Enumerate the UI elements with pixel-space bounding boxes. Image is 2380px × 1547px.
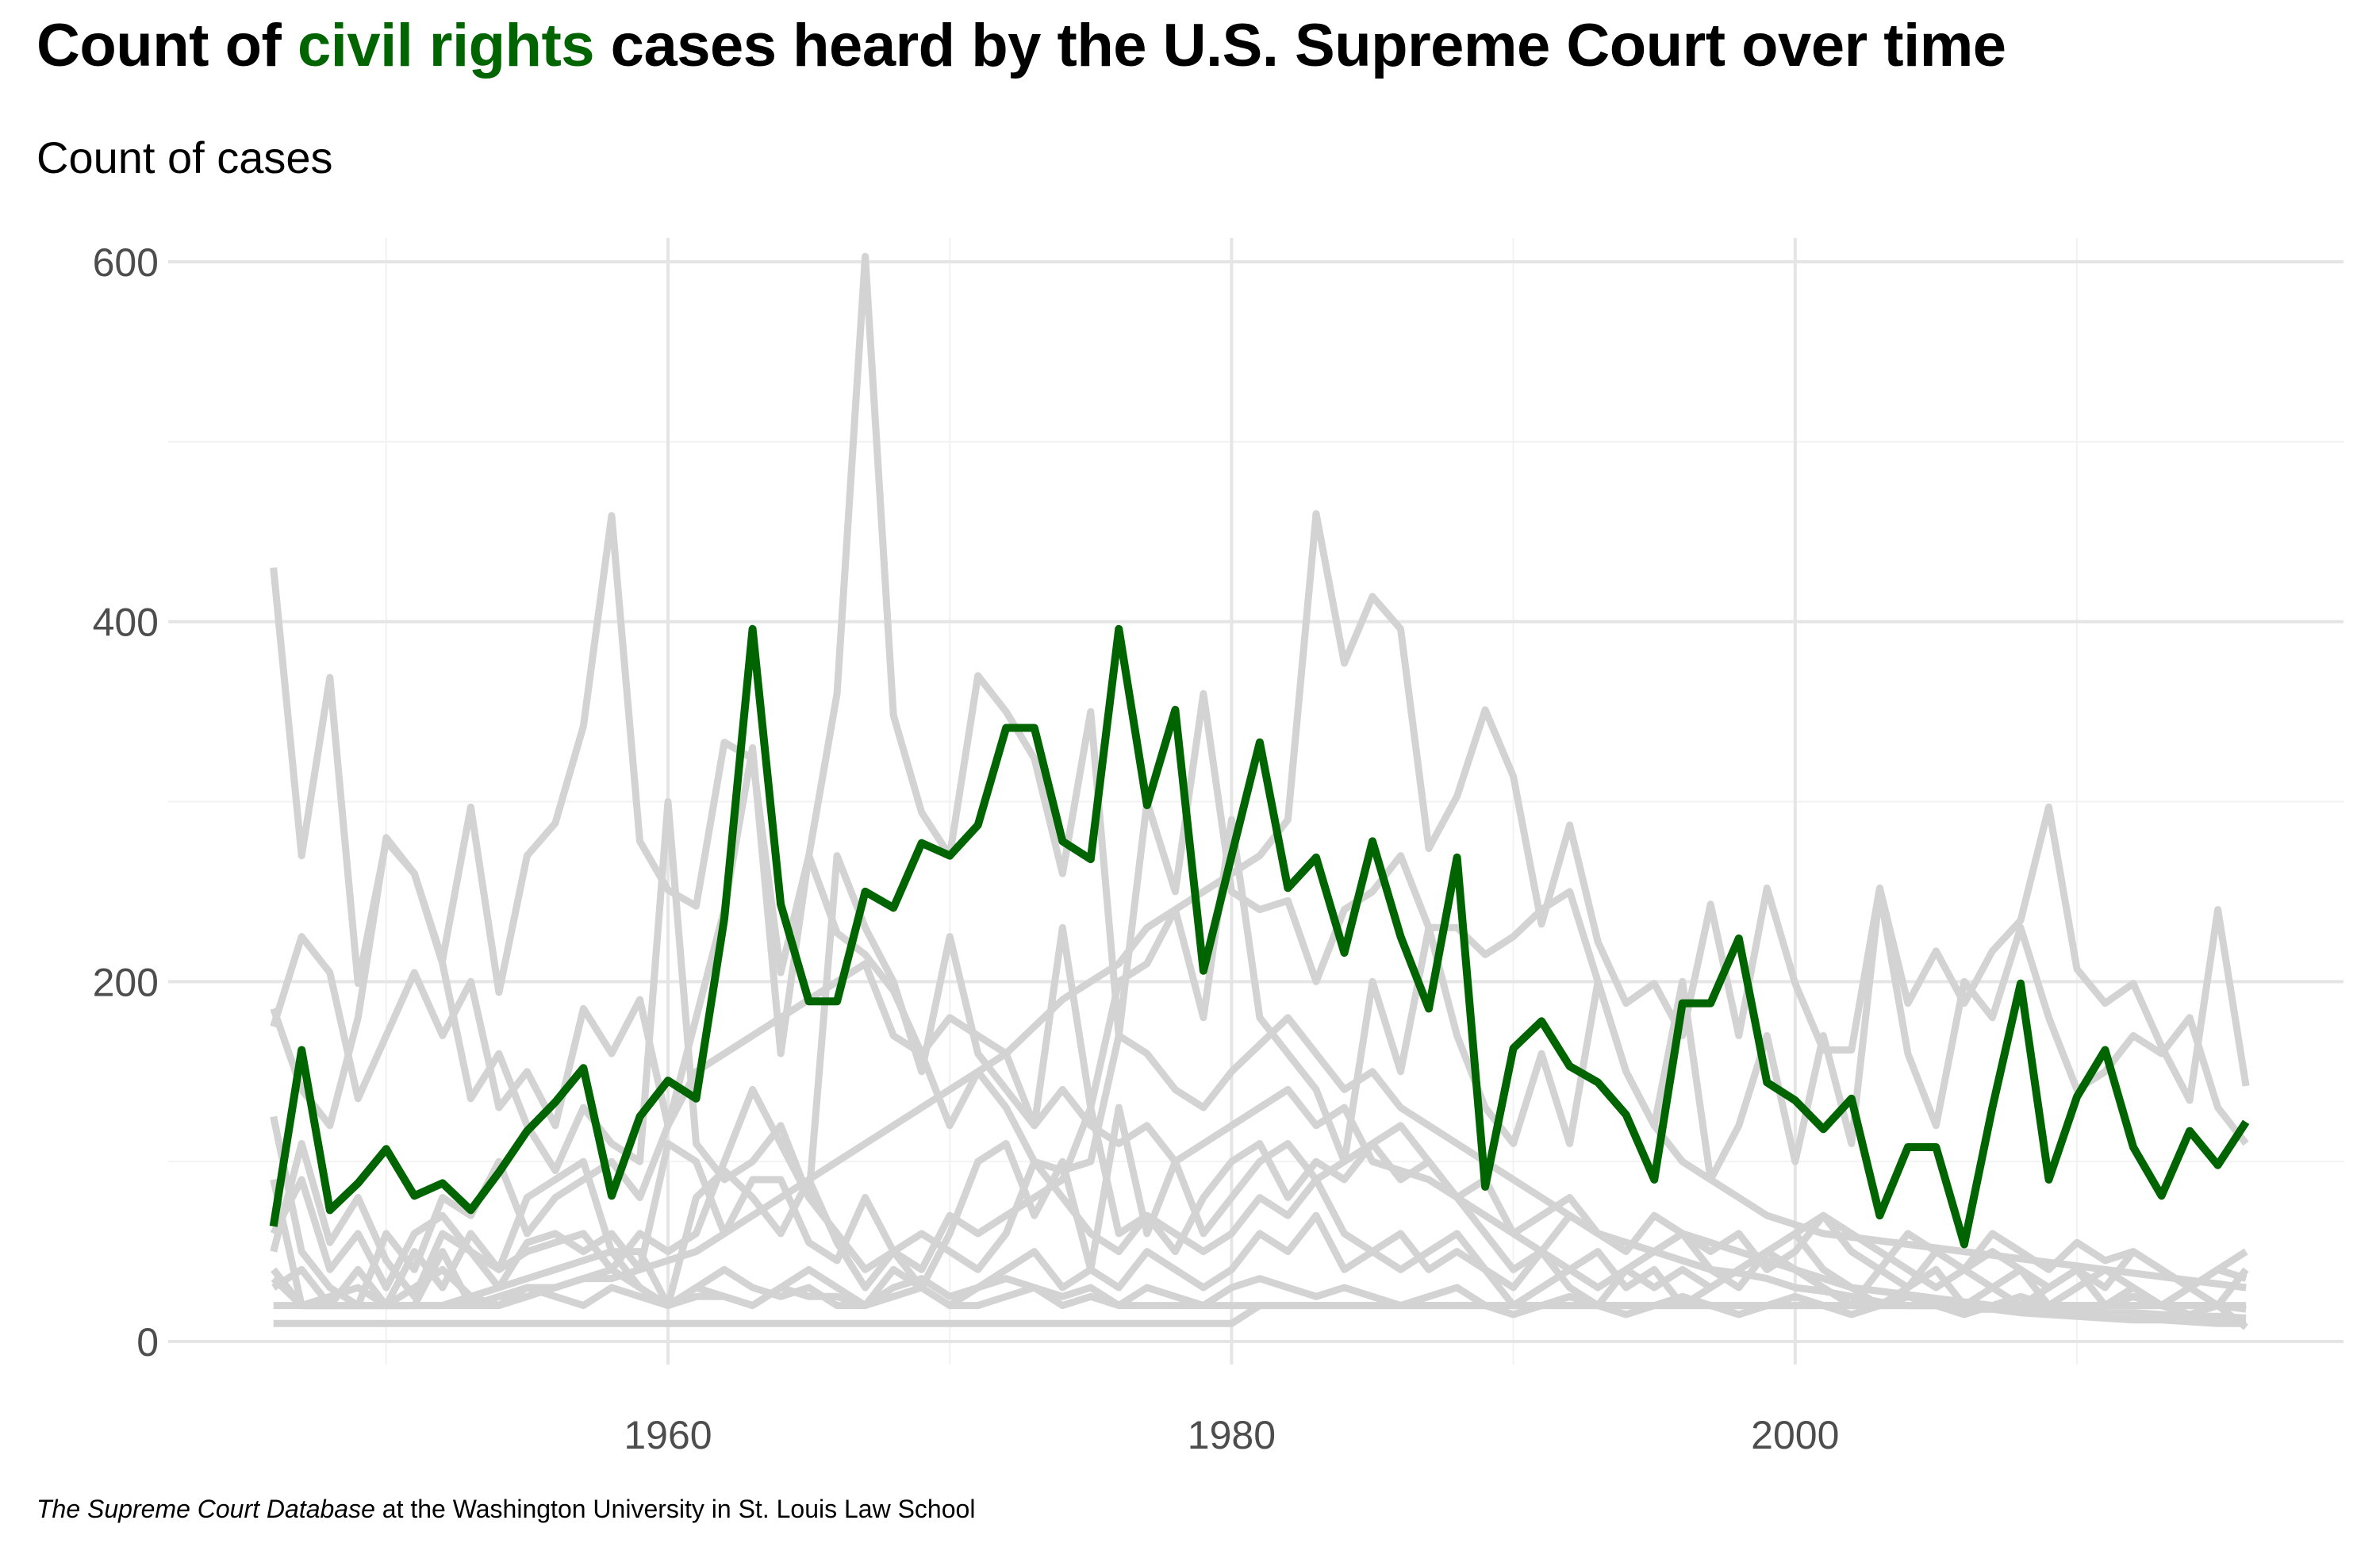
series-line-other [271, 1265, 2247, 1319]
tick-labels: 1960 1980 2000 0 200 400 600 [93, 240, 1840, 1457]
y-tick-label: 200 [93, 960, 159, 1004]
title-highlight: civil rights [297, 12, 595, 79]
chart-title: Count of civil rights cases heard by the… [36, 11, 2006, 80]
x-tick-label: 1960 [624, 1413, 712, 1457]
x-tick-label: 2000 [1751, 1413, 1839, 1457]
series-line-civil-rights [269, 624, 2250, 1249]
series-line-other [271, 510, 2250, 1310]
y-tick-label: 400 [93, 601, 159, 645]
series-line-other [270, 1104, 2248, 1310]
title-prefix: Count of [36, 12, 298, 79]
series-line-other [270, 1104, 2248, 1310]
series-line-other [270, 798, 2249, 1201]
y-tick-label: 600 [93, 240, 159, 285]
y-axis-title: Count of cases [36, 132, 333, 182]
x-tick-label: 1980 [1188, 1413, 1276, 1457]
series-line-other [270, 252, 2247, 1292]
highlight-series-line [269, 624, 2250, 1249]
gridlines [168, 238, 2344, 1365]
caption-source-rest: at the Washington University in St. Loui… [374, 1495, 976, 1523]
caption-source-name: The Supreme Court Database [36, 1495, 375, 1523]
series-line-other [273, 1248, 2248, 1330]
y-tick-label: 0 [136, 1320, 159, 1365]
title-suffix: cases heard by the U.S. Supreme Court ov… [594, 12, 2006, 79]
source-caption: The Supreme Court Database at the Washin… [36, 1495, 975, 1524]
other-series-lines [270, 252, 2250, 1330]
series-line-other [271, 1211, 2248, 1310]
